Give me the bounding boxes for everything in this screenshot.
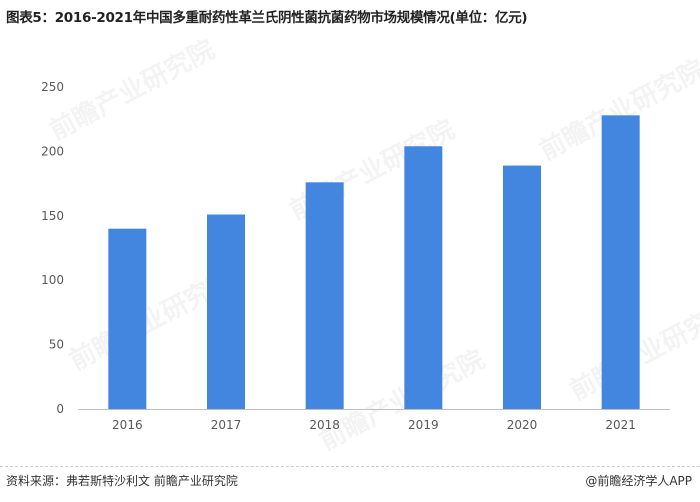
bar: [305, 182, 344, 409]
y-tick-label: 50: [49, 338, 64, 352]
x-tick-label: 2020: [507, 418, 538, 432]
bar: [601, 115, 640, 409]
bar: [207, 214, 245, 409]
bar-chart: 0 50 100 150 200 250 2016 2017 2018 2019 2020 2021: [41, 80, 670, 432]
x-tick-label: 2018: [309, 418, 340, 432]
brand-text: @前瞻经济学人APP: [585, 474, 692, 488]
y-tick-label: 150: [41, 209, 64, 223]
bar: [404, 146, 443, 410]
x-tick-label: 2019: [408, 418, 439, 432]
y-tick-label: 100: [41, 273, 64, 287]
footer-divider: [0, 466, 700, 467]
x-tick-label: 2017: [211, 418, 242, 432]
x-tick-label: 2021: [605, 418, 636, 432]
brand-badge: @前瞻经济学人APP: [585, 472, 692, 489]
x-tick-label: 2016: [112, 418, 143, 432]
y-tick-label: 0: [56, 402, 64, 416]
bar: [503, 165, 541, 409]
bar: [108, 228, 147, 409]
y-tick-label: 200: [41, 144, 64, 158]
source-note: 资料来源：弗若斯特沙利文 前瞻产业研究院: [6, 474, 238, 488]
chart-title: 图表5：2016-2021年中国多重耐药性革兰氏阴性菌抗菌药物市场规模情况(单位…: [6, 10, 528, 26]
y-tick-label: 250: [41, 80, 64, 94]
